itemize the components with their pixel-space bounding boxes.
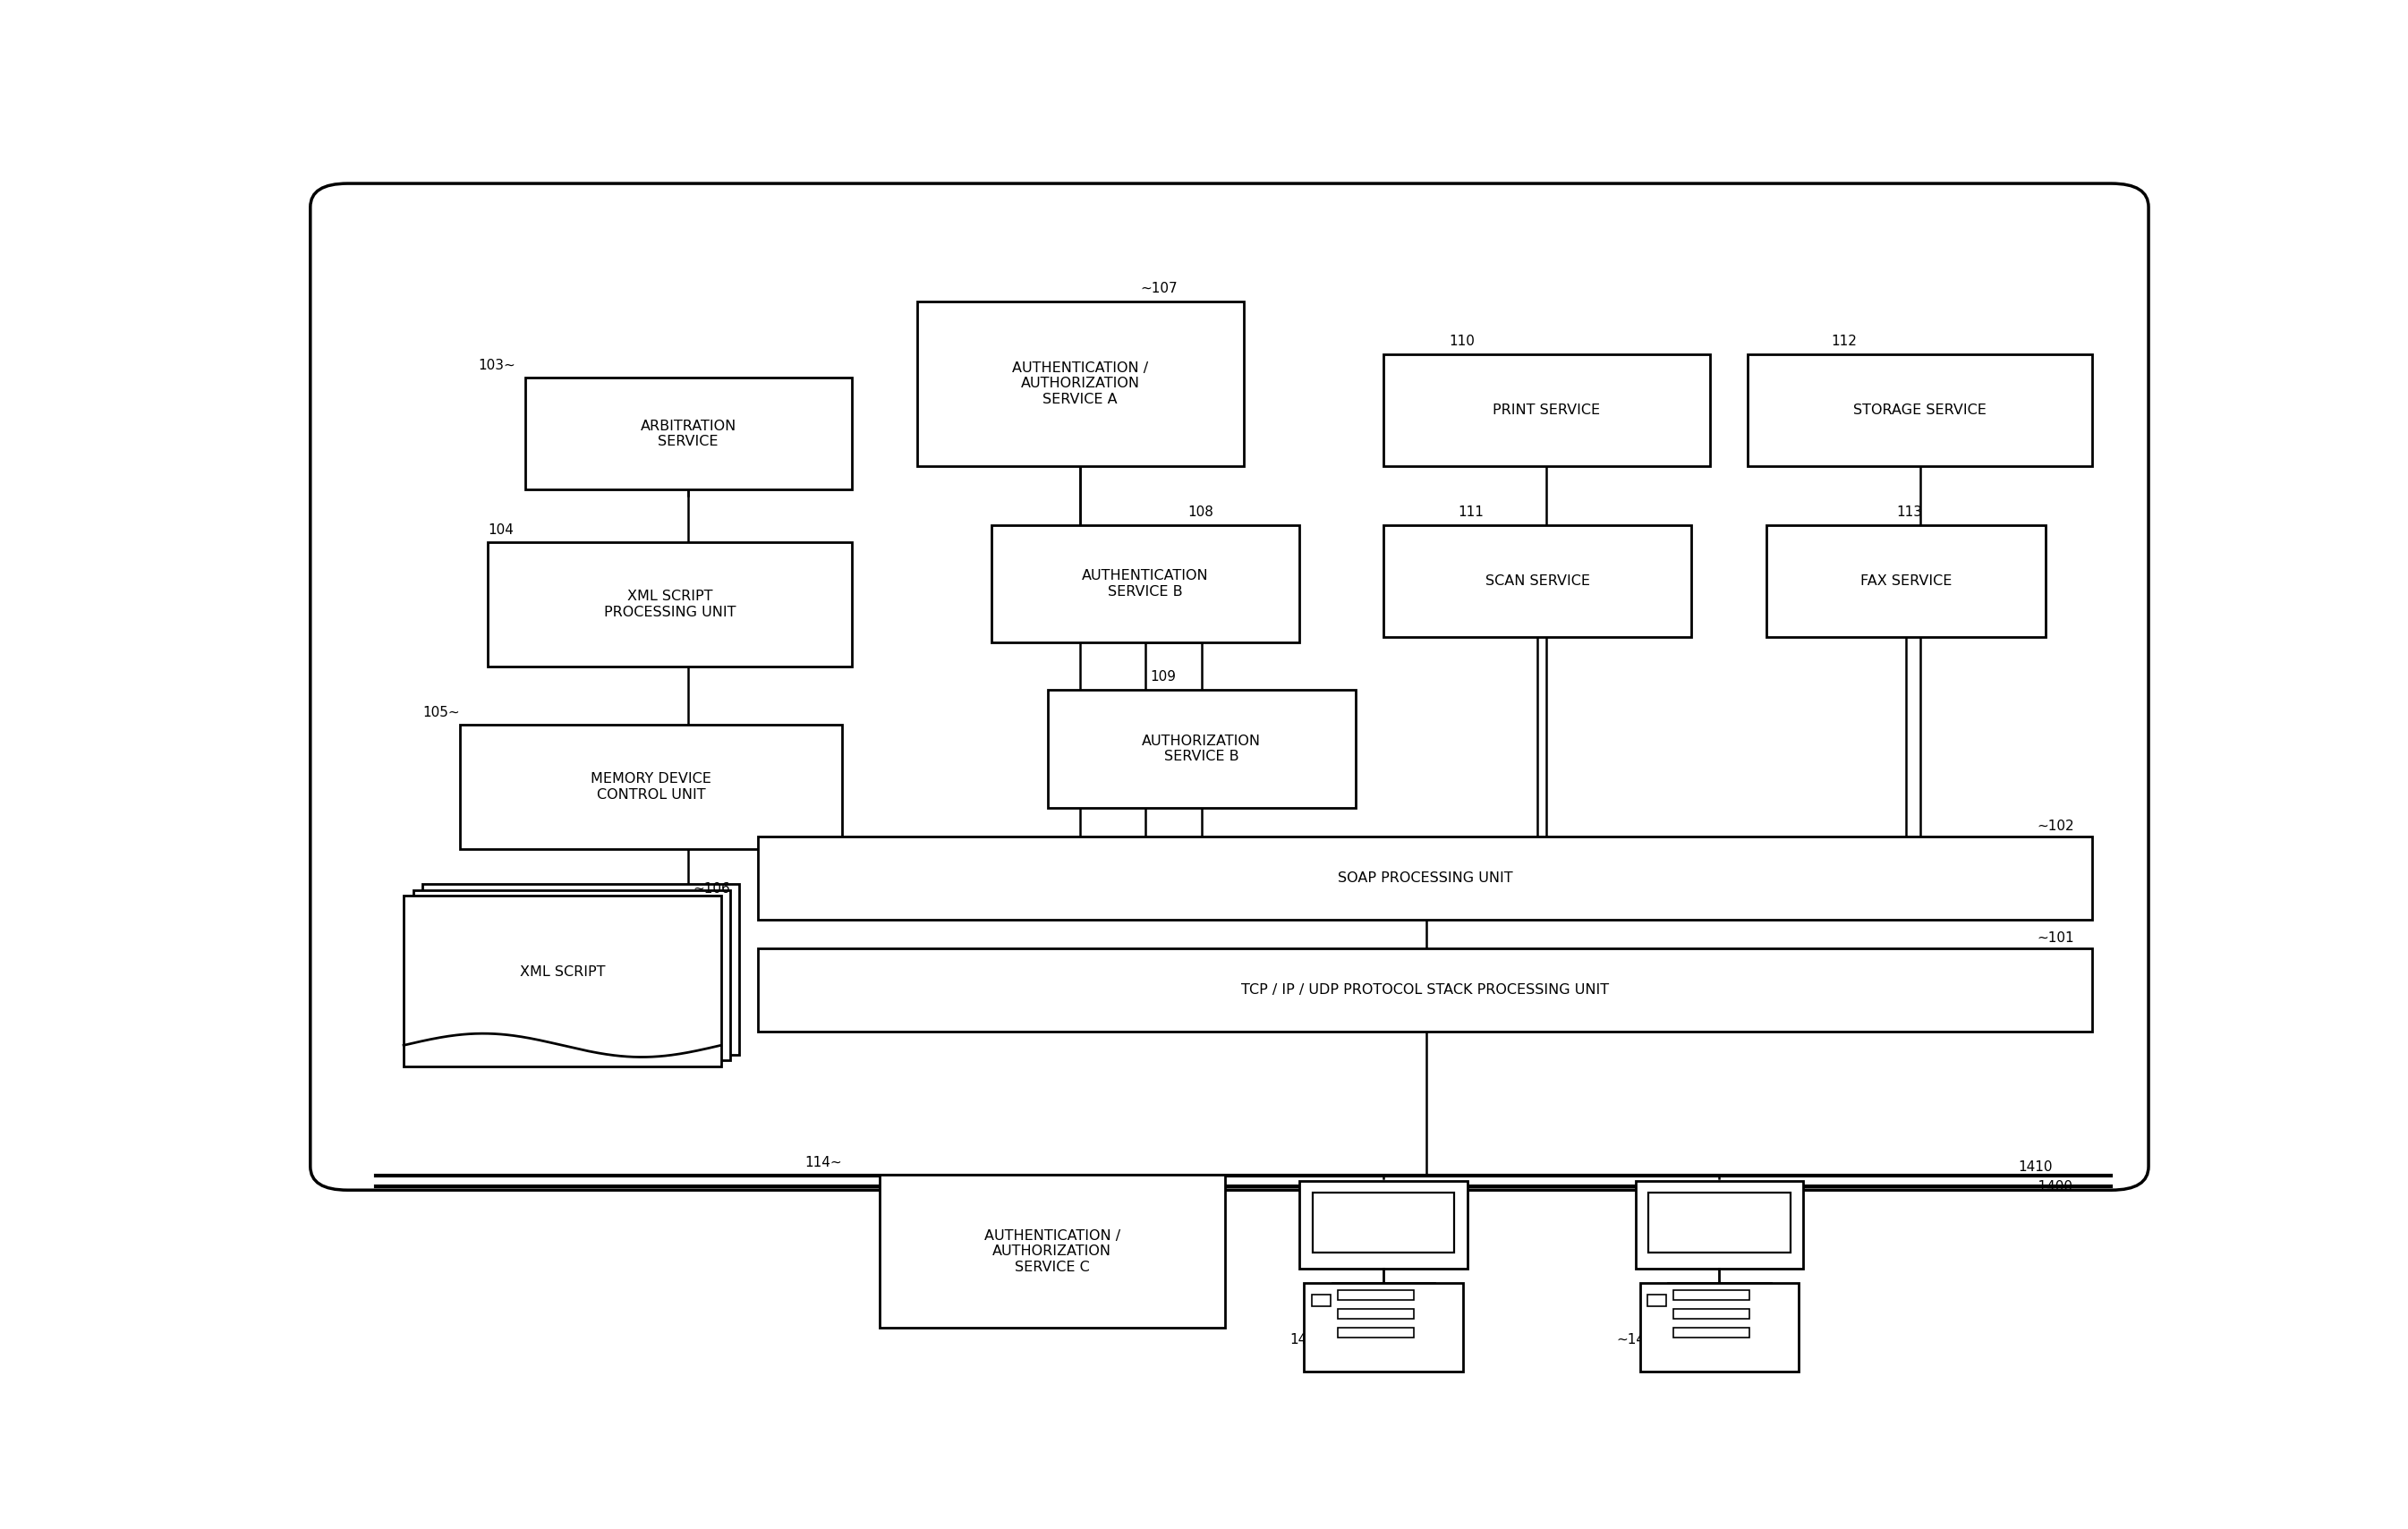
Bar — [1635, 1180, 1804, 1269]
Text: 105~: 105~ — [421, 706, 460, 719]
Text: 103~: 103~ — [479, 358, 515, 372]
Text: TCP / IP / UDP PROTOCOL STACK PROCESSING UNIT: TCP / IP / UDP PROTOCOL STACK PROCESSING… — [1243, 983, 1609, 997]
Bar — [1339, 1309, 1413, 1318]
Text: MEMORY DEVICE
CONTROL UNIT: MEMORY DEVICE CONTROL UNIT — [590, 772, 710, 801]
Bar — [414, 890, 730, 1061]
Bar — [1640, 1283, 1799, 1372]
Text: AUTHENTICATION
SERVICE B: AUTHENTICATION SERVICE B — [1081, 569, 1209, 598]
Text: 108: 108 — [1187, 506, 1214, 518]
Text: ARBITRATION
SERVICE: ARBITRATION SERVICE — [641, 419, 737, 448]
Text: STORAGE SERVICE: STORAGE SERVICE — [1854, 404, 1987, 417]
Bar — [405, 896, 720, 1067]
Text: 114~: 114~ — [804, 1156, 843, 1168]
Text: XML SCRIPT
PROCESSING UNIT: XML SCRIPT PROCESSING UNIT — [604, 590, 734, 619]
Text: 1421~: 1421~ — [1291, 1333, 1336, 1347]
Text: ~  1400: ~ 1400 — [2018, 1180, 2073, 1194]
Text: ~102: ~102 — [2037, 820, 2073, 833]
Bar — [486, 543, 852, 667]
Text: 109: 109 — [1151, 670, 1175, 683]
Bar — [1382, 355, 1710, 466]
Bar — [1382, 524, 1690, 636]
Text: ~107: ~107 — [1141, 281, 1178, 295]
FancyBboxPatch shape — [311, 183, 2148, 1190]
Text: 113: 113 — [1898, 506, 1922, 518]
Bar — [917, 301, 1243, 466]
Text: AUTHENTICATION /
AUTHORIZATION
SERVICE A: AUTHENTICATION / AUTHORIZATION SERVICE A — [1011, 361, 1149, 405]
Bar — [1674, 1327, 1751, 1338]
Bar — [1339, 1327, 1413, 1338]
Text: ~106: ~106 — [694, 882, 730, 896]
Bar — [1765, 524, 2047, 636]
Text: AUTHENTICATION /
AUTHORIZATION
SERVICE C: AUTHENTICATION / AUTHORIZATION SERVICE C — [985, 1229, 1120, 1274]
Bar — [1674, 1309, 1751, 1318]
Bar — [525, 378, 852, 489]
Bar — [1300, 1180, 1466, 1269]
Text: FAX SERVICE: FAX SERVICE — [1859, 573, 1953, 587]
Bar — [759, 948, 2093, 1031]
Bar — [421, 884, 739, 1055]
Bar — [1748, 355, 2093, 466]
Text: 111: 111 — [1459, 506, 1483, 518]
Text: AUTHORIZATION
SERVICE B: AUTHORIZATION SERVICE B — [1141, 734, 1262, 763]
Bar — [992, 524, 1300, 642]
Text: XML SCRIPT: XML SCRIPT — [520, 965, 604, 979]
Text: 1410: 1410 — [2018, 1161, 2052, 1174]
Text: 112: 112 — [1832, 335, 1857, 349]
Bar — [1339, 1290, 1413, 1300]
Bar — [1305, 1283, 1462, 1372]
Bar — [1647, 1295, 1666, 1307]
Text: 110: 110 — [1450, 335, 1474, 349]
Bar — [1674, 1290, 1751, 1300]
Bar — [1649, 1193, 1789, 1252]
Bar — [1312, 1295, 1329, 1307]
Text: ~1422: ~1422 — [1616, 1333, 1662, 1347]
Bar — [1312, 1193, 1454, 1252]
Bar — [759, 836, 2093, 919]
Bar — [1047, 690, 1356, 807]
Text: SCAN SERVICE: SCAN SERVICE — [1486, 573, 1589, 587]
Bar — [879, 1174, 1226, 1327]
Text: SOAP PROCESSING UNIT: SOAP PROCESSING UNIT — [1339, 872, 1512, 885]
Text: 104: 104 — [486, 523, 513, 537]
Bar — [460, 725, 843, 849]
Bar — [405, 1040, 720, 1066]
Text: PRINT SERVICE: PRINT SERVICE — [1493, 404, 1601, 417]
Text: ~101: ~101 — [2037, 931, 2073, 945]
